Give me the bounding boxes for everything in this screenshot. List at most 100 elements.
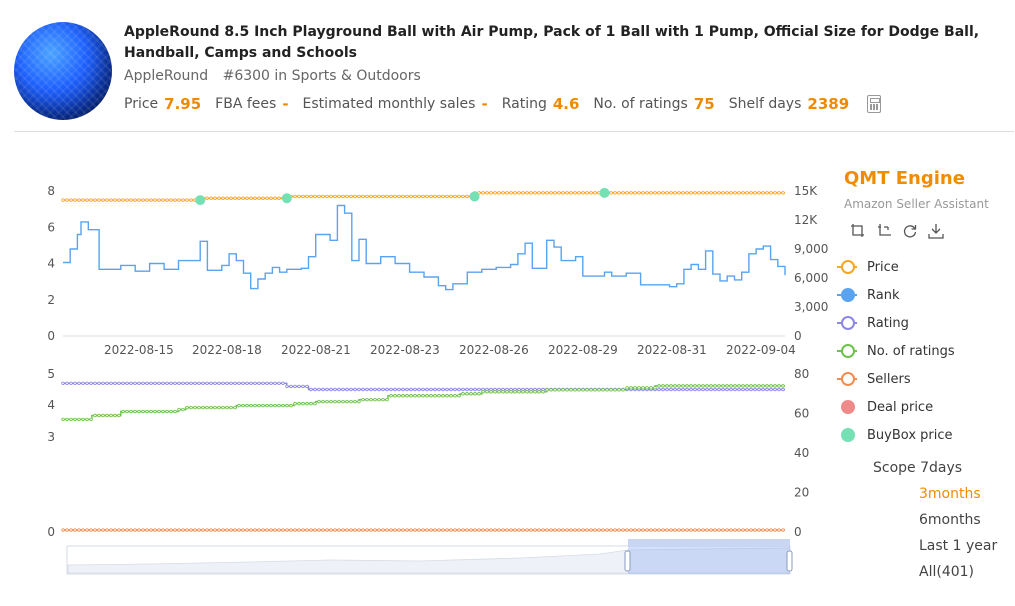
- series-sellers-point: [769, 528, 773, 532]
- scope-label[interactable]: Scope 7days: [873, 460, 963, 476]
- series-sellers-point: [581, 528, 585, 532]
- legend-label: Deal price: [867, 399, 934, 415]
- series-rating-point: [181, 381, 185, 385]
- series-rating-point: [441, 387, 445, 392]
- series-sellers-point: [269, 528, 273, 532]
- series-price-point: [401, 194, 405, 199]
- series-no-of-ratings-point: [413, 394, 417, 398]
- series-no-of-ratings-point: [645, 386, 649, 390]
- series-no-of-ratings-point: [293, 401, 297, 406]
- series-no-of-ratings-point: [461, 392, 465, 396]
- series-price-point: [397, 194, 401, 199]
- scope-option-all[interactable]: All(401): [919, 564, 975, 580]
- series-rating-point: [209, 381, 213, 385]
- series-sellers-point: [325, 528, 329, 532]
- series-price-point: [145, 198, 149, 202]
- series-sellers-point: [133, 528, 137, 532]
- scope-option-3months[interactable]: 3months: [919, 486, 981, 502]
- series-no-of-ratings-point: [213, 405, 217, 410]
- series-sellers-point: [197, 528, 201, 532]
- series-sellers-point: [405, 528, 409, 532]
- series-price-point: [149, 198, 153, 202]
- series-sellers-point: [601, 528, 605, 532]
- legend-item-deal-price[interactable]: Deal price: [835, 393, 1010, 421]
- series-price-point: [529, 191, 533, 195]
- series-sellers-point: [185, 528, 189, 532]
- legend-item-rating[interactable]: Rating: [835, 309, 1010, 337]
- series-no-of-ratings-point: [505, 390, 509, 394]
- series-no-of-ratings-point: [545, 388, 549, 392]
- zoom-handle-bar[interactable]: [628, 539, 790, 546]
- zoom-preview-area[interactable]: [67, 547, 791, 574]
- y-tick-right: 40: [794, 446, 809, 460]
- zoom-handle-right[interactable]: [786, 550, 793, 572]
- series-sellers-point: [517, 528, 521, 532]
- series-rating-point: [81, 381, 85, 385]
- series-no-of-ratings-point: [209, 405, 213, 410]
- series-no-of-ratings-point: [225, 405, 229, 410]
- legend-item-sellers[interactable]: Sellers: [835, 365, 1010, 393]
- series-price-point: [305, 194, 309, 199]
- legend-item-price[interactable]: Price: [835, 253, 1010, 281]
- series-no-of-ratings-point: [693, 384, 697, 388]
- series-rating-point: [777, 387, 781, 392]
- series-price-point: [725, 191, 729, 195]
- series-sellers-point: [545, 528, 549, 532]
- series-no-of-ratings-point: [429, 394, 433, 398]
- scope-option-6months[interactable]: 6months: [919, 512, 981, 528]
- category-rank: #6300 in Sports & Outdoors: [222, 68, 421, 84]
- zoom-handle-left[interactable]: [624, 550, 631, 572]
- series-sellers-point: [225, 528, 229, 532]
- crop-reset-icon[interactable]: [876, 223, 892, 239]
- series-rating-point: [317, 387, 321, 392]
- product-image[interactable]: [14, 22, 112, 120]
- series-price-point: [781, 191, 785, 195]
- x-tick-date: 2022-08-23: [370, 343, 440, 357]
- series-sellers-point: [189, 528, 193, 532]
- series-price-point: [253, 196, 257, 200]
- series-no-of-ratings-point: [713, 384, 717, 388]
- calculator-icon[interactable]: [867, 95, 882, 113]
- series-no-of-ratings-point: [69, 417, 73, 422]
- metric-label-rating: Rating: [501, 96, 547, 112]
- series-price-point: [445, 194, 449, 199]
- series-no-of-ratings-point: [145, 409, 149, 414]
- legend-item-rank[interactable]: Rank: [835, 281, 1010, 309]
- series-rating-point: [781, 387, 785, 392]
- series-no-of-ratings-point: [593, 388, 597, 392]
- crop-icon[interactable]: [850, 223, 866, 239]
- series-price-point: [685, 191, 689, 195]
- series-sellers-point: [65, 528, 69, 532]
- series-rating-point: [745, 387, 749, 392]
- series-sellers-point: [489, 528, 493, 532]
- series-rating-point: [761, 387, 765, 392]
- series-no-of-ratings-point: [689, 384, 693, 388]
- brand-name[interactable]: AppleRound: [124, 68, 209, 84]
- series-rating-point: [309, 387, 313, 392]
- series-sellers-point: [525, 528, 529, 532]
- zoom-selection[interactable]: [628, 546, 790, 574]
- legend-item-no-of-ratings[interactable]: No. of ratings: [835, 337, 1010, 365]
- series-sellers-point: [741, 528, 745, 532]
- product-title[interactable]: AppleRound 8.5 Inch Playground Ball with…: [124, 24, 980, 61]
- series-rating-point: [305, 384, 309, 389]
- scope-option-last-year[interactable]: Last 1 year: [919, 538, 998, 554]
- series-no-of-ratings-point: [489, 390, 493, 394]
- series-price-point: [429, 194, 433, 199]
- series-rating-point: [249, 381, 253, 385]
- refresh-icon[interactable]: [902, 223, 918, 239]
- series-rating-point: [445, 387, 449, 392]
- series-no-of-ratings-point: [625, 386, 629, 390]
- legend-item-buybox-price[interactable]: BuyBox price: [835, 421, 1010, 449]
- series-rating-point: [465, 387, 469, 392]
- series-price-point: [441, 194, 445, 199]
- scope-selector: Scope 7days 3months 6months Last 1 year …: [835, 455, 1010, 585]
- download-icon[interactable]: [928, 223, 944, 239]
- series-no-of-ratings-point: [477, 392, 481, 396]
- series-no-of-ratings-point: [369, 397, 373, 402]
- series-no-of-ratings-point: [373, 397, 377, 402]
- series-price-point: [541, 191, 545, 195]
- series-sellers-point: [729, 528, 733, 532]
- series-no-of-ratings-point: [553, 388, 557, 392]
